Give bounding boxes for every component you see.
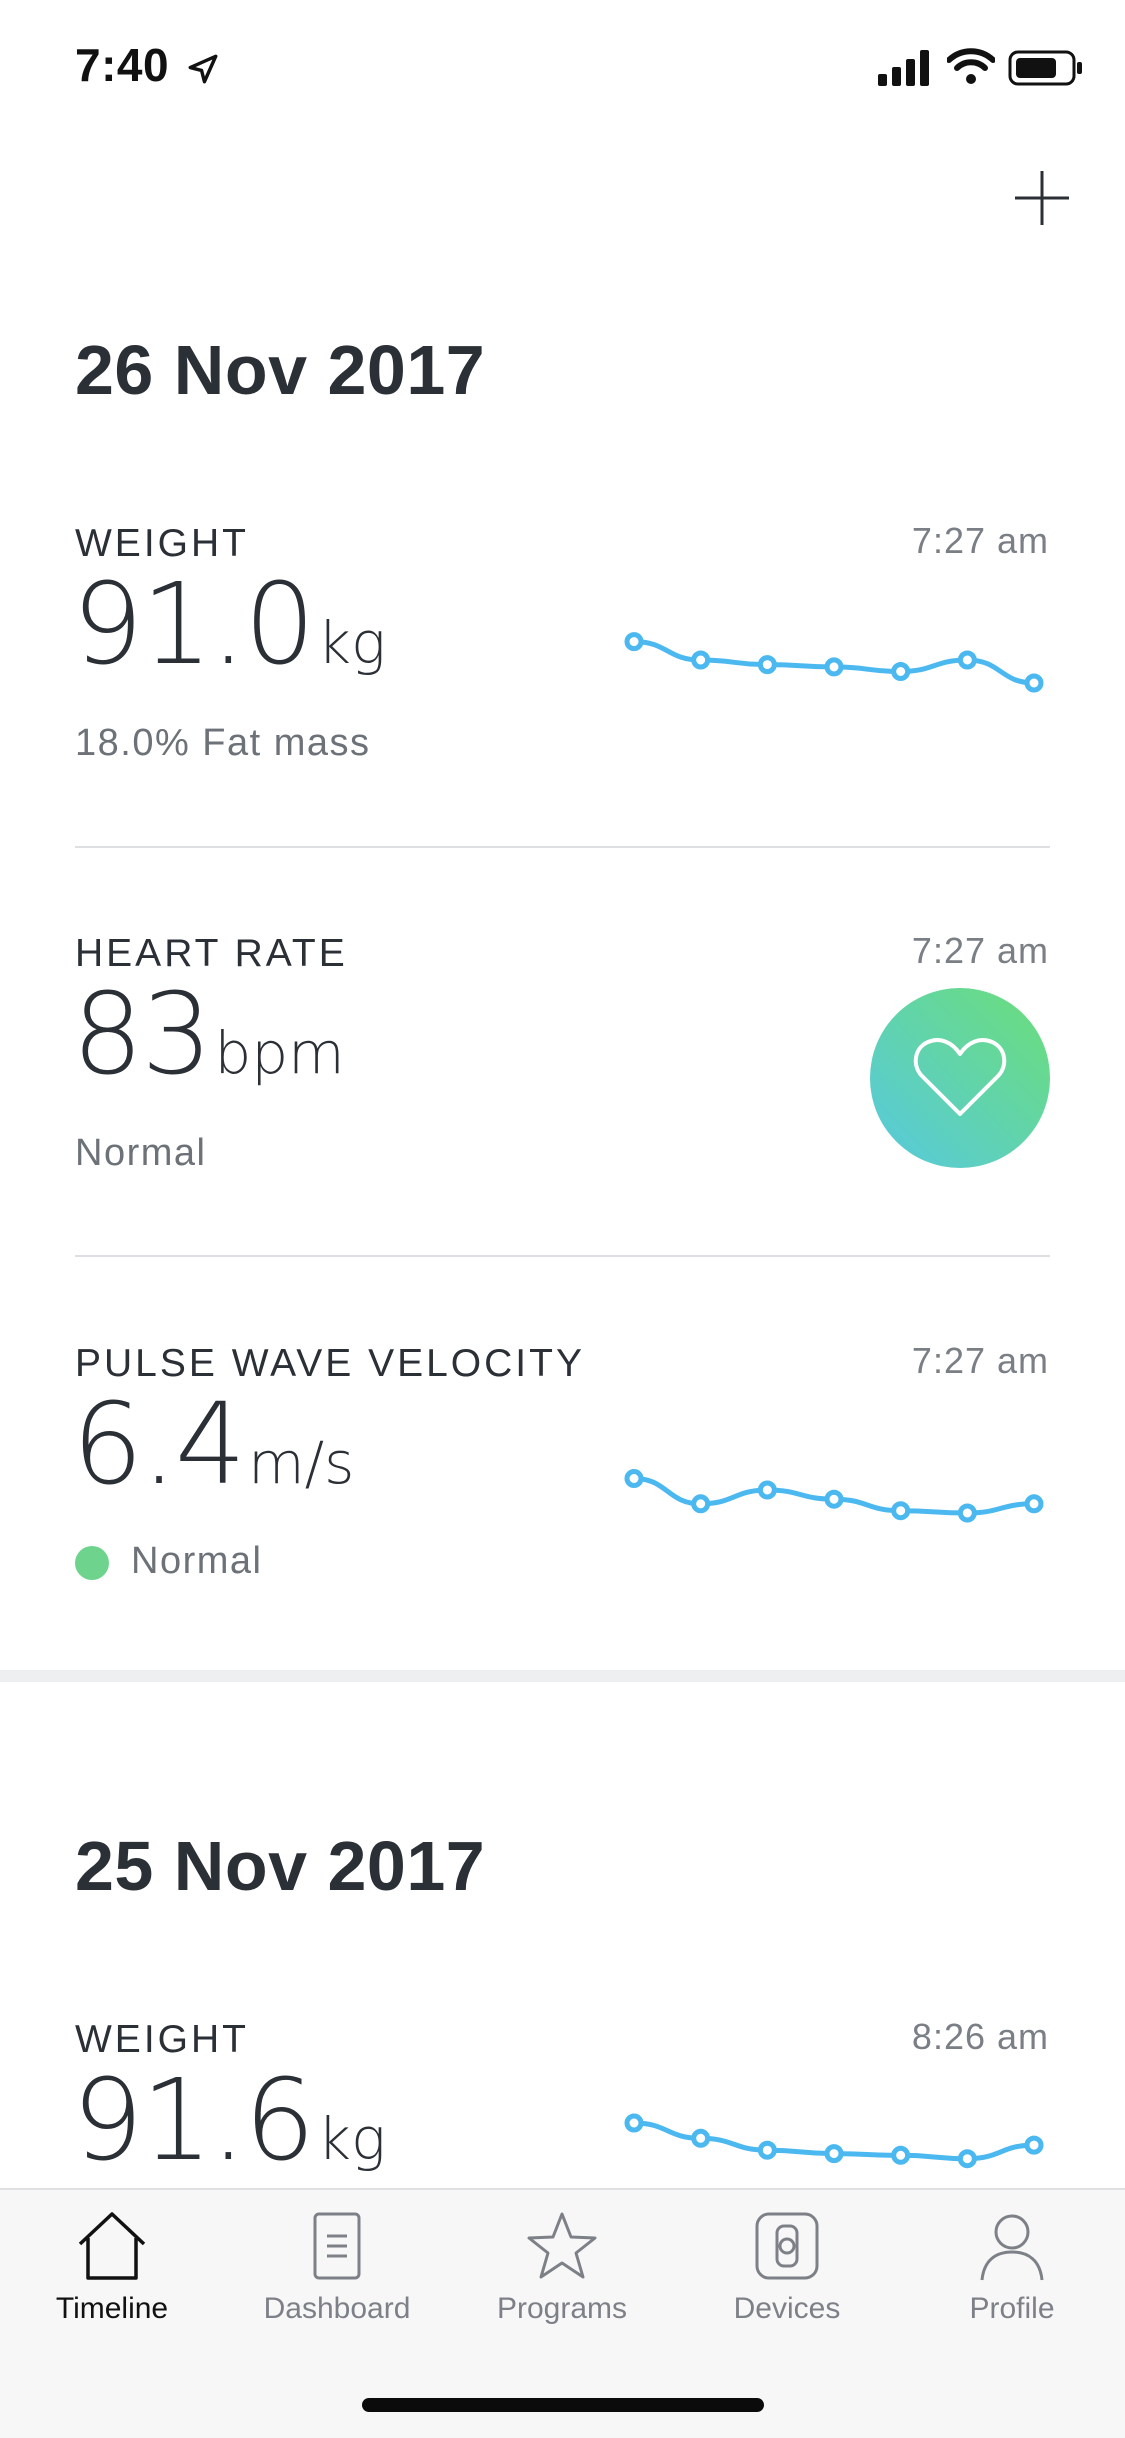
pwv-trend-chart[interactable]	[618, 1430, 1050, 1550]
weight-time: 8:26 am	[911, 2016, 1049, 2057]
trend-point	[1024, 673, 1044, 693]
wifi-icon	[947, 48, 995, 84]
weight-label: WEIGHT	[75, 2018, 249, 2061]
watch-icon	[755, 2212, 819, 2280]
weight-number: 91.6	[72, 2056, 315, 2186]
pwv-unit: m/s	[248, 1429, 355, 1497]
trend-point	[624, 2113, 644, 2133]
trend-point	[824, 1489, 844, 1509]
pwv-time: 7:27 am	[911, 1340, 1049, 1381]
section-separator	[0, 1670, 1125, 1682]
date-heading: 26 Nov 2017	[75, 331, 486, 409]
trend-point	[757, 2140, 777, 2160]
trend-point	[691, 2128, 711, 2148]
tab-programs[interactable]: Programs	[462, 2208, 662, 2326]
trend-point	[891, 2145, 911, 2165]
pwv-status: Normal	[75, 1540, 262, 1583]
location-arrow-icon	[188, 54, 218, 84]
trend-point	[1024, 1494, 1044, 1514]
heart-rate-number: 83	[72, 970, 213, 1100]
trend-point	[891, 1501, 911, 1521]
trend-point	[891, 662, 911, 681]
trend-point	[691, 650, 711, 670]
tab-label: Profile	[969, 2292, 1055, 2325]
tab-timeline[interactable]: Timeline	[12, 2208, 212, 2326]
pwv-status-text: Normal	[131, 1540, 263, 1582]
trend-point	[624, 1469, 644, 1488]
cellular-signal-icon	[878, 50, 929, 86]
weight-value[interactable]: 91.6kg	[72, 2056, 386, 2186]
heart-rate-unit: bpm	[214, 1019, 345, 1087]
trend-point	[757, 655, 777, 675]
divider	[75, 1255, 1050, 1257]
status-dot	[75, 1545, 109, 1580]
tab-dashboard[interactable]: Dashboard	[237, 2208, 437, 2326]
status-time: 7:40	[75, 38, 220, 92]
trend-point	[824, 2144, 844, 2164]
trend-point	[824, 657, 844, 677]
weight-value[interactable]: 91.0kg	[72, 560, 386, 690]
tab-label: Timeline	[55, 2292, 169, 2325]
heart-rate-status: Normal	[75, 1132, 207, 1174]
battery-icon	[1008, 50, 1082, 86]
trend-point	[691, 1494, 711, 1514]
heart-rate-label: HEART RATE	[75, 932, 348, 975]
add-button[interactable]	[1013, 169, 1071, 227]
fat-mass-text: 18.0% Fat mass	[75, 722, 371, 764]
weight-label: WEIGHT	[75, 522, 249, 565]
tab-label: Programs	[496, 2292, 628, 2325]
status-time-text: 7:40	[75, 39, 170, 91]
heart-badge[interactable]	[870, 988, 1050, 1168]
tab-bar: Timeline Dashboard Programs Devices Prof…	[0, 2188, 1125, 2438]
trend-point	[957, 650, 977, 670]
person-icon	[980, 2214, 1044, 2281]
tab-profile[interactable]: Profile	[912, 2208, 1112, 2326]
weight-number: 91.0	[72, 560, 315, 690]
weight-time: 7:27 am	[911, 520, 1049, 561]
heart-rate-value[interactable]: 83bpm	[72, 970, 345, 1100]
weight-unit: kg	[317, 609, 386, 677]
weight-trend-chart[interactable]	[618, 600, 1050, 720]
weight-trend-chart[interactable]	[618, 2092, 1050, 2188]
pwv-number: 6.4	[72, 1380, 246, 1510]
tab-devices[interactable]: Devices	[687, 2208, 887, 2326]
weight-unit: kg	[317, 2105, 386, 2173]
heart-icon	[913, 1038, 1007, 1116]
heart-rate-time: 7:27 am	[911, 930, 1049, 971]
home-icon	[78, 2212, 146, 2280]
pwv-label: PULSE WAVE VELOCITY	[75, 1342, 585, 1385]
star-icon	[527, 2212, 597, 2279]
pwv-value[interactable]: 6.4m/s	[72, 1380, 354, 1510]
trend-point	[757, 1480, 777, 1500]
document-icon	[313, 2212, 361, 2280]
home-indicator	[362, 2398, 764, 2412]
trend-point	[1024, 2135, 1044, 2155]
date-heading: 25 Nov 2017	[75, 1827, 486, 1905]
tab-label: Dashboard	[263, 2292, 411, 2325]
trend-point	[957, 1503, 977, 1523]
tab-label: Devices	[733, 2292, 841, 2325]
trend-point	[957, 2149, 977, 2169]
trend-point	[624, 632, 644, 652]
divider	[75, 846, 1050, 848]
